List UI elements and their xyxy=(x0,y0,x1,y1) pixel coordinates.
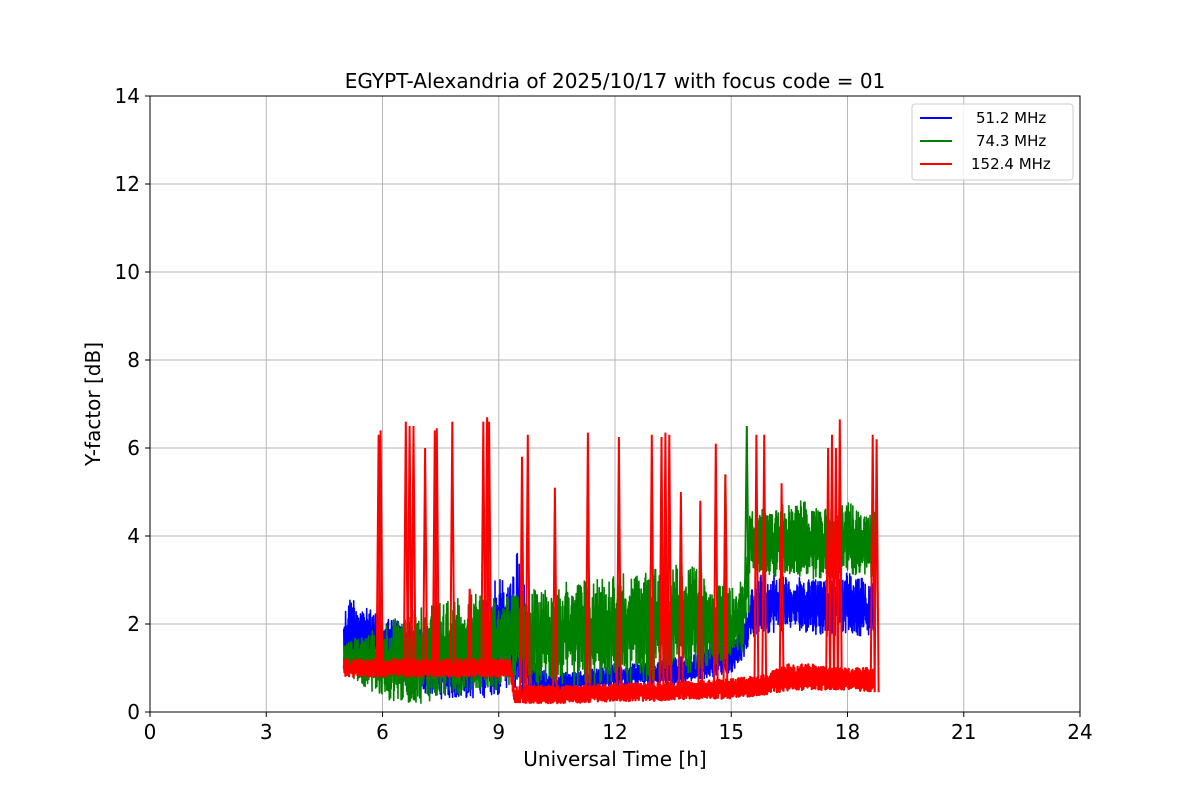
series-152-4-mhz xyxy=(342,417,880,705)
y-tick-label: 8 xyxy=(127,348,140,372)
series-spike xyxy=(662,432,669,701)
series-spike xyxy=(829,434,835,691)
x-tick-label: 24 xyxy=(1067,720,1092,744)
series-spike xyxy=(519,456,525,704)
x-tick-label: 6 xyxy=(376,720,389,744)
series-spike xyxy=(406,425,413,677)
legend-label-152mhz: 152.4 MHz xyxy=(971,155,1051,173)
series-spike xyxy=(615,436,622,702)
series-spike xyxy=(722,474,729,699)
series-spike xyxy=(677,491,684,700)
legend-label-74mhz: 74.3 MHz xyxy=(976,132,1046,150)
x-tick-label: 15 xyxy=(719,720,744,744)
x-tick-label: 12 xyxy=(602,720,627,744)
y-axis-label: Y-factor [dB] xyxy=(81,342,105,467)
series-layer xyxy=(342,417,880,705)
series-spike xyxy=(873,439,880,693)
series-spike xyxy=(410,425,417,677)
y-tick-label: 12 xyxy=(115,172,140,196)
series-spike xyxy=(466,588,473,677)
series-spike xyxy=(377,430,384,677)
y-tick-label: 2 xyxy=(127,612,140,636)
series-spike xyxy=(648,434,655,702)
series-spike xyxy=(753,434,760,696)
y-tick-label: 14 xyxy=(115,84,140,108)
series-spike xyxy=(480,421,487,677)
y-tick-label: 10 xyxy=(115,260,140,284)
y-tick-label: 6 xyxy=(127,436,140,460)
series-spike xyxy=(712,443,719,699)
series-spike xyxy=(524,434,531,704)
series-spike xyxy=(869,434,876,693)
series-spike xyxy=(449,421,456,677)
x-tick-label: 18 xyxy=(835,720,860,744)
series-spike xyxy=(433,428,440,677)
series-spike xyxy=(402,421,409,677)
series-spike xyxy=(584,432,591,703)
x-tick-label: 0 xyxy=(144,720,157,744)
x-tick-label: 3 xyxy=(260,720,273,744)
series-spike xyxy=(778,483,785,692)
series-spike xyxy=(551,487,558,704)
series-spike xyxy=(743,425,750,614)
series-spike xyxy=(697,500,704,699)
legend-box xyxy=(911,103,1074,181)
series-spike xyxy=(422,447,429,677)
series-spike xyxy=(486,421,493,677)
x-axis-label: Universal Time [h] xyxy=(523,747,706,771)
series-spike xyxy=(832,447,839,691)
y-tick-label: 0 xyxy=(127,700,140,724)
chart-title: EGYPT-Alexandria of 2025/10/17 with focu… xyxy=(345,69,886,93)
series-spike xyxy=(658,436,665,701)
x-tick-label: 21 xyxy=(951,720,976,744)
series-spike xyxy=(836,419,843,691)
y-tick-label: 4 xyxy=(127,524,140,548)
series-spike xyxy=(761,434,768,696)
x-tick-label: 9 xyxy=(492,720,505,744)
series-spike xyxy=(825,447,832,691)
series-spike xyxy=(666,434,673,701)
legend: 51.2 MHz 74.3 MHz 152.4 MHz xyxy=(911,103,1074,181)
legend-label-51mhz: 51.2 MHz xyxy=(976,109,1046,127)
